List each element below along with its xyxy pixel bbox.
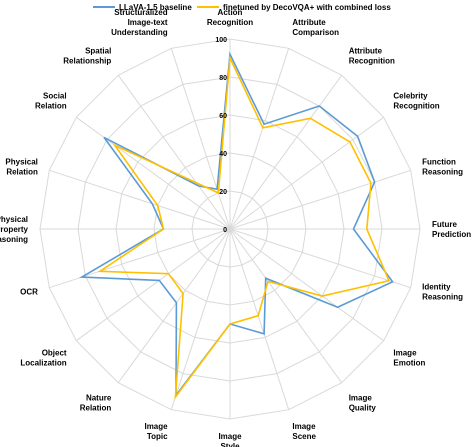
legend: LLaVA-1.5 baseline finetuned by DecoVQA+… xyxy=(93,3,391,12)
category-label-line: Identity xyxy=(422,282,451,291)
category-label: Future Prediction xyxy=(432,220,471,239)
grid-spoke xyxy=(229,228,411,289)
category-label-line: Celebrity xyxy=(393,91,428,100)
category-label-line: Emotion xyxy=(393,359,425,368)
category-label-line: Relation xyxy=(6,168,38,177)
grid-spoke xyxy=(229,75,343,230)
category-label: Spatial Relationship xyxy=(63,47,111,66)
category-label-line: Physical xyxy=(0,215,28,224)
grid-spoke xyxy=(76,116,231,230)
category-label: Physical Relation xyxy=(5,158,38,177)
category-label-line: Style xyxy=(220,442,240,447)
category-label-line: Prediction xyxy=(432,230,471,239)
category-label-line: Spatial xyxy=(85,47,111,56)
category-label-line: Scene xyxy=(292,432,316,441)
category-label-line: Reasoning xyxy=(422,168,463,177)
category-label: Image Style xyxy=(218,432,242,447)
category-label-line: Reasoning xyxy=(0,235,28,244)
category-label-line: Property xyxy=(0,225,29,234)
category-label-line: Recognition xyxy=(207,18,253,27)
category-label: Action Recognition xyxy=(207,8,253,27)
category-label-line: Attribute xyxy=(349,47,383,56)
grid-spoke xyxy=(117,75,231,230)
tick-label: 100 xyxy=(215,37,227,44)
category-label: PhysicalPropertyReasoning xyxy=(0,215,29,244)
category-label: OCR xyxy=(20,287,38,296)
category-label: Function Reasoning xyxy=(422,158,463,177)
category-label-line: Reasoning xyxy=(422,292,463,301)
category-label: Nature Relation xyxy=(80,393,112,412)
category-label-line: Object xyxy=(42,349,67,358)
category-label-line: Image xyxy=(144,422,168,431)
tick-label: 0 xyxy=(223,227,227,234)
grid-spoke xyxy=(229,169,411,230)
category-label-line: Quality xyxy=(349,403,377,412)
grid-spoke xyxy=(117,228,231,383)
radar-grid xyxy=(39,38,421,420)
grid-spoke xyxy=(170,228,231,410)
category-label: Attribute Recognition xyxy=(349,47,395,66)
grid-spoke xyxy=(229,228,290,410)
category-label-line: Image xyxy=(349,393,373,402)
category-label-line: Relation xyxy=(80,403,112,412)
category-label-line: Function xyxy=(422,158,456,167)
category-label-line: Physical xyxy=(5,158,37,167)
category-label-line: Topic xyxy=(147,432,168,441)
series-line-baseline xyxy=(79,51,394,398)
category-label-line: Social xyxy=(43,91,67,100)
radar-series xyxy=(79,51,394,400)
category-label-line: Image xyxy=(218,432,242,441)
category-label-line: Localization xyxy=(20,359,66,368)
category-label-line: Future xyxy=(432,220,457,229)
category-label: Identity Reasoning xyxy=(422,282,463,301)
legend-label-baseline: LLaVA-1.5 baseline xyxy=(119,3,192,12)
category-label-line: Image xyxy=(393,349,417,358)
category-label-line: Image xyxy=(292,422,316,431)
grid-spoke xyxy=(229,48,290,230)
grid-spoke xyxy=(76,228,231,342)
grid-spoke xyxy=(49,169,231,230)
category-label: Image Quality xyxy=(349,393,377,412)
category-label: Structuralized Image-text Understanding xyxy=(111,8,168,37)
tick-label: 20 xyxy=(219,189,227,196)
category-label-line: Relationship xyxy=(63,57,111,66)
tick-label: 60 xyxy=(219,113,227,120)
category-label: Celebrity Recognition xyxy=(393,91,439,110)
grid-spoke xyxy=(49,228,231,289)
category-label-line: Image-text xyxy=(128,18,168,27)
category-label-line: Relation xyxy=(35,101,67,110)
category-label-line: Recognition xyxy=(349,57,395,66)
legend-label-finetuned: finetuned by DecoVQA+ with combined loss xyxy=(223,3,391,12)
series-line-finetuned xyxy=(97,54,391,400)
category-label: Object Localization xyxy=(20,349,67,368)
category-label: Attribute Comparison xyxy=(292,18,339,37)
category-label-line: OCR xyxy=(20,287,38,296)
category-label: Image Topic xyxy=(144,422,168,441)
category-label-line: Understanding xyxy=(111,28,168,37)
category-label: Image Emotion xyxy=(393,349,425,368)
category-label-line: Action xyxy=(218,8,243,17)
category-label-line: Nature xyxy=(86,393,112,402)
grid-spoke xyxy=(229,228,343,383)
category-label: Image Scene xyxy=(292,422,316,441)
category-labels: Action Recognition Attribute ComparisonAttr… xyxy=(0,8,471,447)
tick-label: 40 xyxy=(219,151,227,158)
category-label-line: Attribute xyxy=(292,18,326,27)
radial-ticks: 0 20 40 60 80 100 xyxy=(215,37,227,234)
grid-spoke xyxy=(170,48,231,230)
tick-label: 80 xyxy=(219,75,227,82)
category-label-line: Comparison xyxy=(292,28,339,37)
category-label-line: Recognition xyxy=(393,101,439,110)
category-label-line: Structuralized xyxy=(114,8,167,17)
grid-spoke xyxy=(229,228,384,342)
category-label: Social Relation xyxy=(35,91,67,110)
